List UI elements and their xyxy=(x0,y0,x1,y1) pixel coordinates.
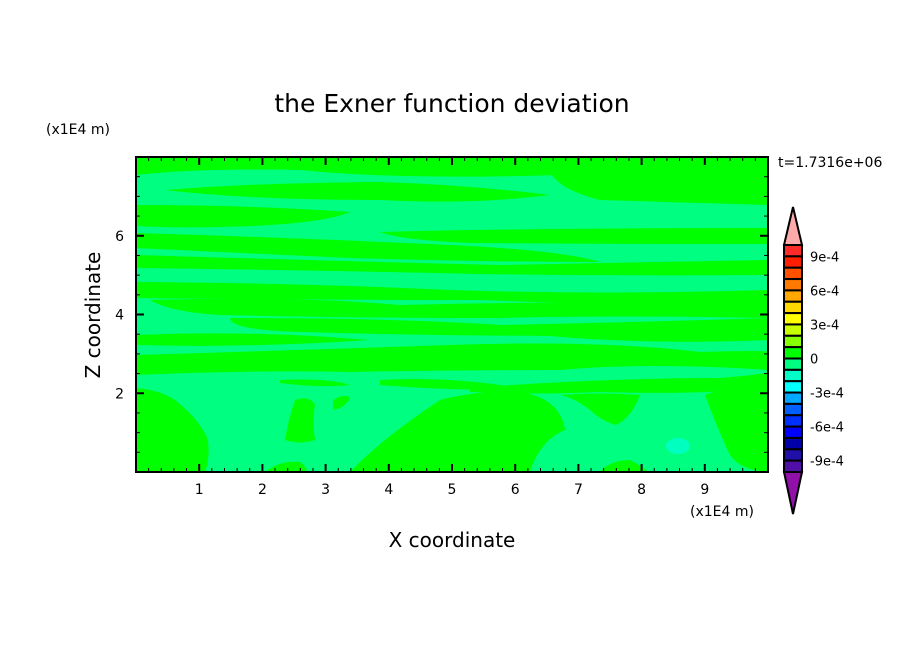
colorbar-swatch xyxy=(783,300,803,315)
x-tick-label: 6 xyxy=(511,482,520,498)
colorbar-tick-label: -6e-4 xyxy=(810,421,844,436)
colorbar-tick-label: 0 xyxy=(810,353,818,368)
colorbar-swatch xyxy=(783,414,803,428)
y-unit-label: (x1E4 m) xyxy=(46,122,110,138)
x-tick-label: 5 xyxy=(448,482,457,498)
colorbar-tick-label: -9e-4 xyxy=(810,455,844,470)
colorbar-swatch xyxy=(783,323,803,337)
positive-band-regions xyxy=(136,157,768,472)
colorbar-swatch xyxy=(783,312,803,326)
colorbar-swatch xyxy=(783,244,803,258)
y-tick-label: 6 xyxy=(115,229,124,245)
contour-field xyxy=(136,157,768,472)
colorbar-swatch xyxy=(783,357,803,371)
colorbar-swatch xyxy=(783,436,803,451)
colorbar-swatch xyxy=(783,255,803,269)
x-tick-label: 7 xyxy=(574,482,583,498)
colorbar-over-triangle xyxy=(782,206,804,246)
y-tick-label: 4 xyxy=(115,308,124,324)
colorbar-tick-label: -3e-4 xyxy=(810,387,844,402)
x-tick-labels: 1 2 3 4 5 6 7 8 9 xyxy=(195,482,710,498)
colorbar-swatch xyxy=(783,368,803,383)
x-unit-label: (x1E4 m) xyxy=(690,504,754,520)
x-tick-label: 8 xyxy=(637,482,646,498)
colorbar-tick-label: 9e-4 xyxy=(810,250,839,265)
colorbar-swatch xyxy=(783,334,803,349)
colorbar-swatch xyxy=(783,278,803,292)
x-axis-label: X coordinate xyxy=(389,528,516,552)
colorbar-swatch xyxy=(783,459,803,473)
colorbar-tick-label: 6e-4 xyxy=(810,284,839,299)
x-tick-label: 4 xyxy=(384,482,393,498)
colorbar-swatch xyxy=(783,402,803,417)
colorbar-swatch xyxy=(783,289,803,303)
x-tick-label: 1 xyxy=(195,482,204,498)
x-tick-label: 9 xyxy=(700,482,709,498)
x-tick-label: 3 xyxy=(321,482,330,498)
colorbar-swatch xyxy=(783,425,803,439)
y-tick-labels: 2 4 6 xyxy=(115,229,124,403)
colorbar-tick-label: 3e-4 xyxy=(810,318,839,333)
colorbar-swatch xyxy=(783,266,803,281)
colorbar: 9e-4 6e-4 3e-4 0 -3e-4 -6e-4 -9e-4 xyxy=(782,206,844,515)
axis-ticks xyxy=(136,157,768,472)
time-label: t=1.7316e+06 xyxy=(778,155,882,171)
chart-title: the Exner function deviation xyxy=(274,89,629,118)
colorbar-swatch xyxy=(783,391,803,405)
colorbar-swatch xyxy=(783,346,803,360)
y-tick-label: 2 xyxy=(115,386,124,402)
y-axis-label: Z coordinate xyxy=(81,252,105,379)
colorbar-under-triangle xyxy=(782,471,804,515)
colorbar-swatch xyxy=(783,448,803,462)
x-tick-label: 2 xyxy=(258,482,267,498)
minimum-spot xyxy=(666,438,690,454)
colorbar-swatch xyxy=(783,380,803,394)
